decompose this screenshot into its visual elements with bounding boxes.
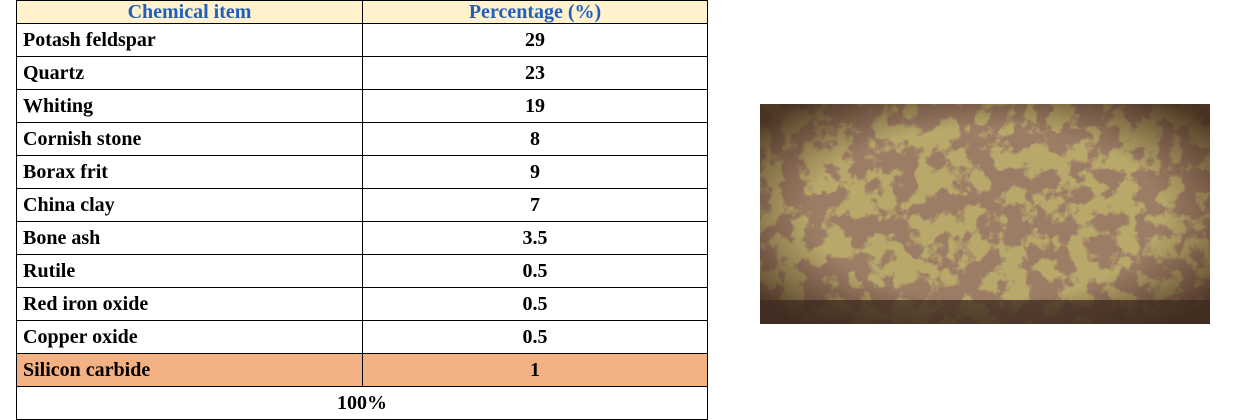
percentage-cell: 0.5	[362, 320, 708, 354]
percentage-cell: 23	[362, 56, 708, 90]
photo-bottom	[760, 300, 1210, 324]
table-row: Red iron oxide 0.5	[15, 287, 708, 321]
photo-edge	[760, 104, 1210, 324]
percentage-cell: 19	[362, 89, 708, 123]
item-cell: Quartz	[15, 56, 364, 90]
item-cell: Copper oxide	[15, 320, 364, 354]
item-cell: Red iron oxide	[15, 287, 364, 321]
item-cell: Borax frit	[15, 155, 364, 189]
table-row: Borax frit 9	[15, 155, 708, 189]
table-body: Chemical item Percentage (%) Potash feldsp…	[15, 0, 708, 420]
table-row: Quartz 23	[15, 56, 708, 90]
table-row: Whiting 19	[15, 89, 708, 123]
header-cell: Chemical item	[15, 0, 364, 24]
item-cell: Whiting	[15, 89, 364, 123]
table-row: China clay 7	[15, 188, 708, 222]
item-cell: Potash feldspar	[15, 23, 364, 57]
percentage-cell: 0.5	[362, 254, 708, 288]
table-row: Silicon carbide 1	[15, 353, 708, 387]
total-cell: 100%	[16, 386, 708, 420]
header-cell: Percentage (%)	[362, 0, 708, 24]
table-row: Copper oxide 0.5	[15, 320, 708, 354]
percentage-cell: 1	[362, 353, 708, 387]
table-row: Potash feldspar 29	[15, 23, 708, 57]
glaze-sample-photo	[760, 104, 1210, 324]
table-row: Bone ash 3.5	[15, 221, 708, 255]
item-cell: China clay	[15, 188, 364, 222]
item-cell: Silicon carbide	[15, 353, 364, 387]
item-cell: Bone ash	[15, 221, 364, 255]
percentage-cell: 9	[362, 155, 708, 189]
table-row: Rutile 0.5	[15, 254, 708, 288]
table-row: Cornish stone 8	[15, 122, 708, 156]
percentage-cell: 0.5	[362, 287, 708, 321]
percentage-cell: 29	[362, 23, 708, 57]
header-row: Chemical item Percentage (%)	[15, 0, 708, 24]
percentage-cell: 7	[362, 188, 708, 222]
item-cell: Cornish stone	[15, 122, 364, 156]
total-row: 100%	[16, 386, 708, 420]
percentage-cell: 3.5	[362, 221, 708, 255]
composition-table: Chemical item Percentage (%) Potash feldsp…	[15, 0, 708, 420]
item-cell: Rutile	[15, 254, 364, 288]
percentage-cell: 8	[362, 122, 708, 156]
